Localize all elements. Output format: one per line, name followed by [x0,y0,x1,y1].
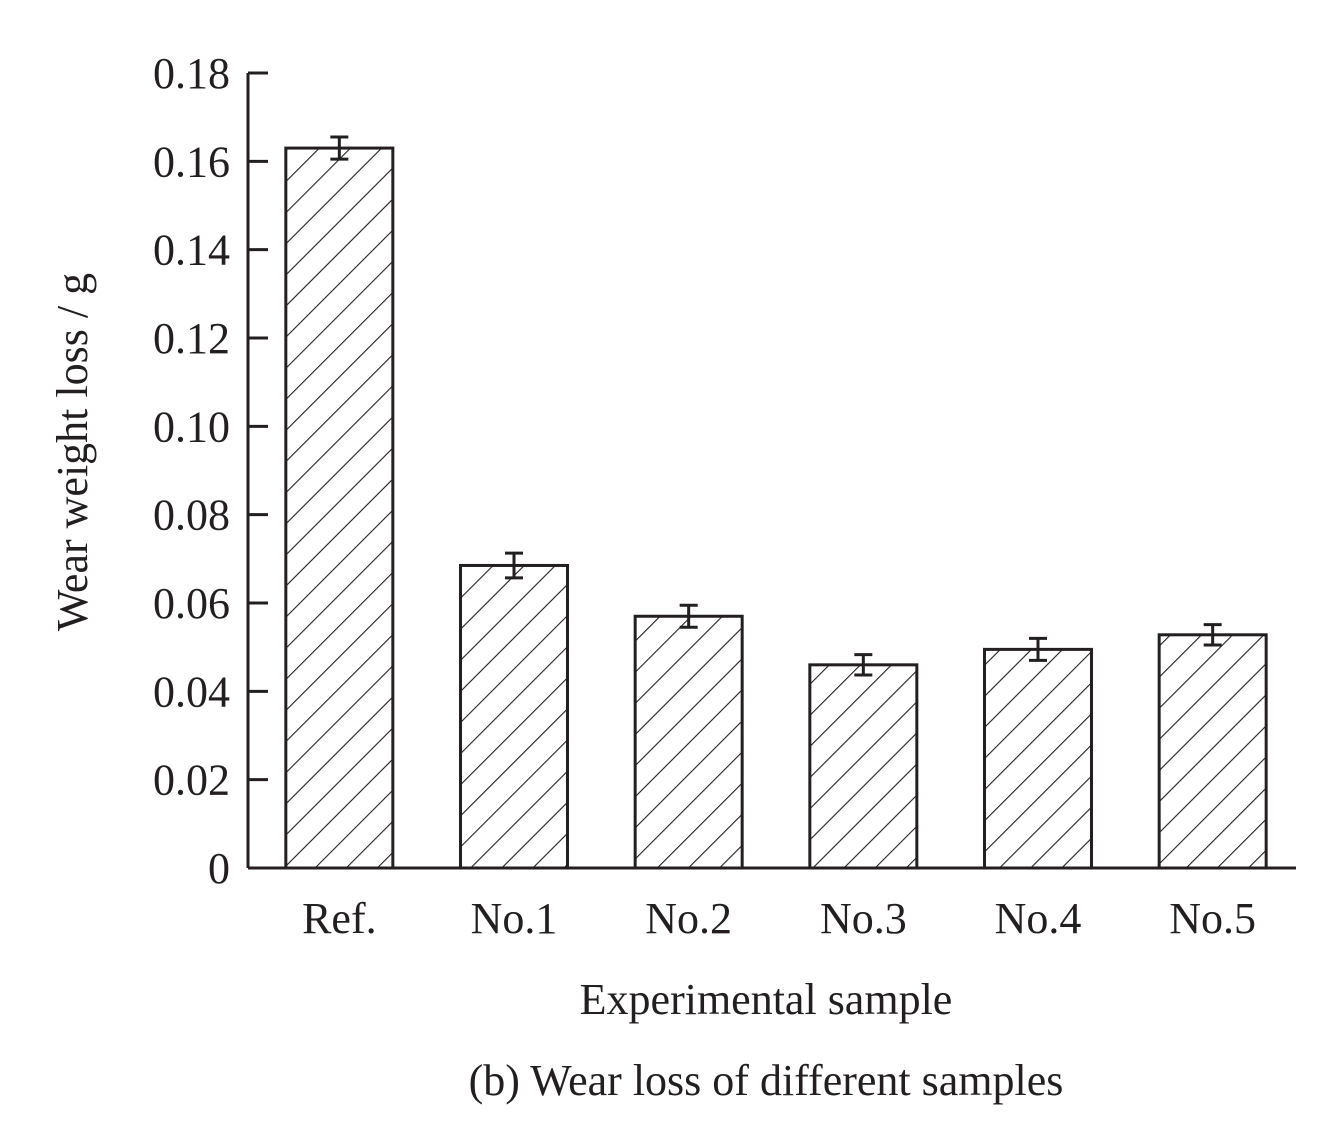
plot-area: 0 0.02 0.04 0.06 0.08 0.10 0.12 0.14 0.16 0.18 Ref… [153,49,1296,943]
x-tick-label: No.3 [820,894,907,943]
y-tick-label: 0.10 [153,402,230,451]
y-tick-label: 0.02 [153,756,230,805]
bar-2 [459,563,569,870]
bar-1 [284,146,395,870]
x-tick-label: No.2 [645,894,732,943]
x-tick-label: No.5 [1169,894,1256,943]
x-axis-title: Experimental sample [580,975,953,1024]
y-axis-title: Wear weight loss / g [48,273,97,631]
y-tick-label: 0.08 [153,491,230,540]
bar-4 [808,663,919,870]
x-tick-label: No.1 [471,894,558,943]
y-tick-label: 0 [208,844,230,893]
y-tick-label: 0.12 [153,314,230,363]
y-tick-label: 0.14 [153,226,230,275]
figure-caption: (b) Wear loss of different samples [469,1056,1064,1105]
bar-3 [633,614,744,870]
y-tick-label: 0.18 [153,49,230,98]
bar-5 [983,647,1093,870]
y-tick-label: 0.16 [153,137,230,186]
y-tick-label: 0.06 [153,579,230,628]
x-tick-label: No.4 [995,894,1082,943]
y-tick-label: 0.04 [153,667,230,716]
bar-6 [1157,633,1268,870]
x-tick-label: Ref. [302,894,377,943]
